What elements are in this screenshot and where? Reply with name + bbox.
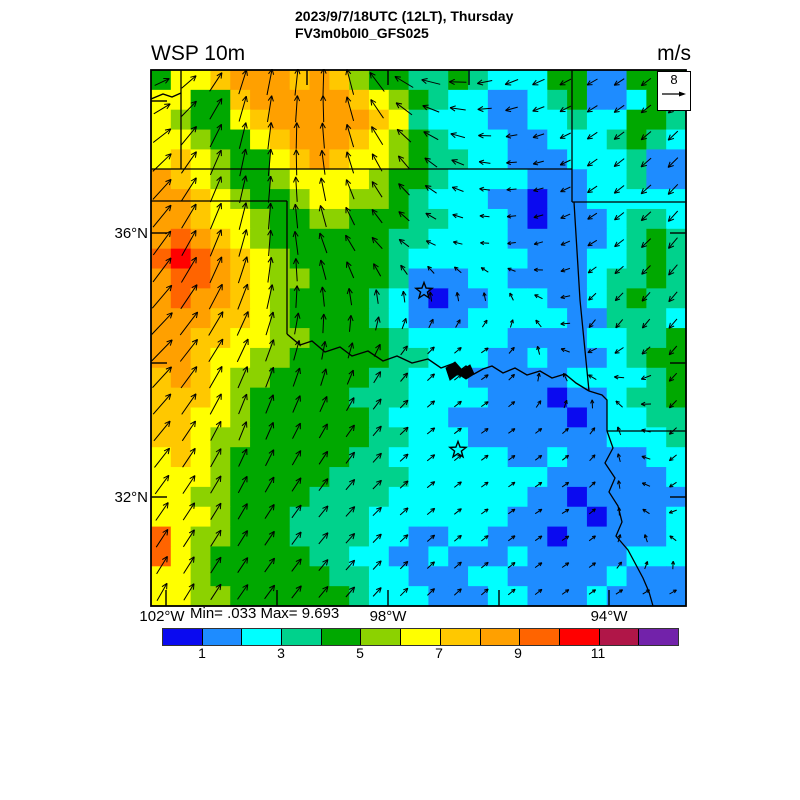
colorbar-cell-3	[282, 629, 322, 645]
star-oklahoma-city	[413, 280, 435, 300]
colorbar-tick-1: 1	[198, 645, 206, 661]
colorbar-tick-9: 9	[514, 645, 522, 661]
star-dallas	[447, 439, 469, 459]
colorbar-cell-0	[163, 629, 203, 645]
lat-label-32n: 32°N	[114, 489, 148, 506]
red-river	[150, 92, 590, 392]
colorbar-cell-9	[520, 629, 560, 645]
lon-label-102w: 102°W	[139, 608, 185, 625]
map-frame	[150, 69, 687, 607]
lon-label-94w: 94°W	[590, 608, 628, 625]
lon-label-98w: 98°W	[369, 608, 407, 625]
min-max-stats: Min= .033 Max= 9.693	[190, 605, 340, 622]
state-borders	[151, 70, 686, 607]
colorbar-cell-5	[361, 629, 402, 645]
axis-ticks	[151, 70, 686, 606]
reference-vector-value: 8	[670, 72, 678, 87]
colorbar-tick-7: 7	[435, 645, 443, 661]
reference-arrow-icon	[662, 91, 686, 97]
colorbar-cell-2	[242, 629, 283, 645]
units-label: m/s	[657, 42, 691, 65]
colorbar	[162, 628, 679, 646]
colorbar-cell-6	[401, 629, 441, 645]
reference-vector-box: 8	[657, 71, 691, 111]
variable-label: WSP 10m	[151, 42, 246, 65]
wind-arrows	[151, 69, 679, 601]
colorbar-cell-12	[639, 629, 678, 645]
colorbar-cell-11	[599, 629, 640, 645]
lat-label-36n: 36°N	[114, 225, 148, 242]
wind-speed-map	[150, 69, 687, 607]
colorbar-cell-8	[480, 629, 521, 645]
chart-subtitle: FV3m0b0I0_GFS025	[295, 25, 429, 41]
colorbar-cell-7	[440, 629, 481, 645]
lake-texoma	[445, 361, 475, 381]
chart-title: 2023/9/7/18UTC (12LT), Thursday	[295, 8, 514, 24]
colorbar-tick-11: 11	[590, 645, 606, 661]
colorbar-cell-10	[559, 629, 600, 645]
colorbar-tick-5: 5	[356, 645, 364, 661]
speed-field	[151, 70, 687, 607]
colorbar-cell-4	[321, 629, 362, 645]
colorbar-tick-3: 3	[277, 645, 285, 661]
city-stars	[413, 280, 469, 459]
colorbar-cell-1	[202, 629, 243, 645]
